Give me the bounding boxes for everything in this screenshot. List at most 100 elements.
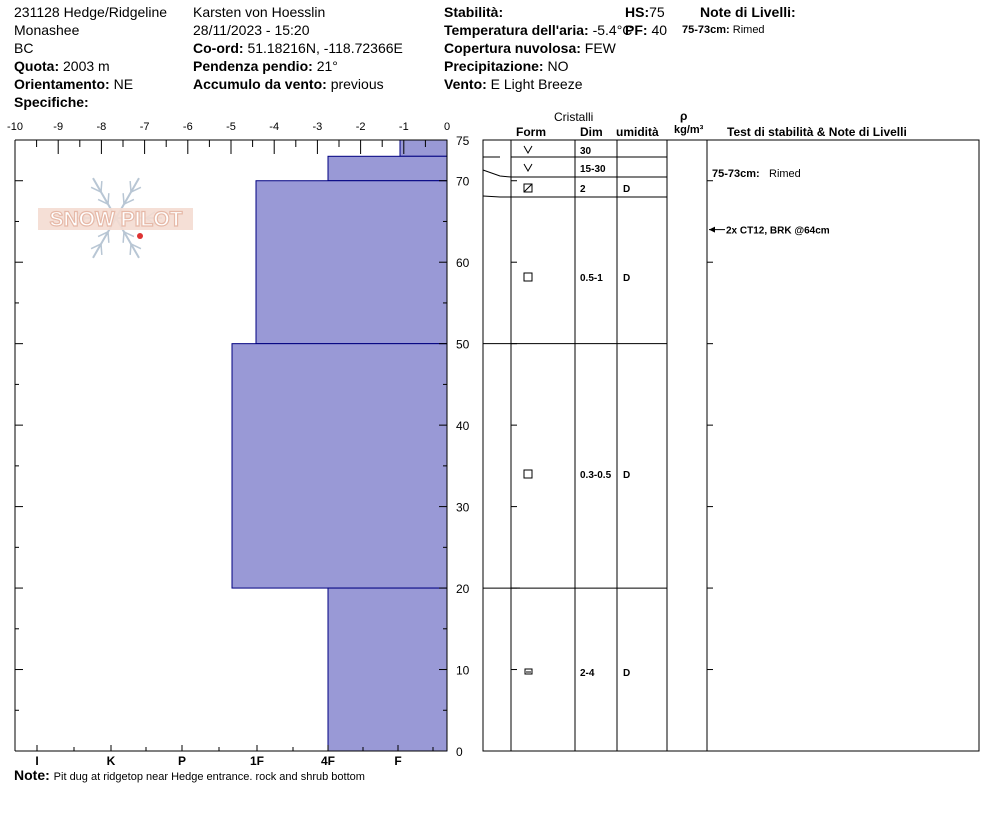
height-tick-label: 20 <box>456 582 470 596</box>
stability-label: Stabilità: <box>444 4 504 20</box>
crystal-row: 2-4 D <box>524 668 630 679</box>
crystal-humidity: D <box>623 273 630 284</box>
crystal-dim: 0.3-0.5 <box>580 470 612 481</box>
wind-row: Vento: E Light Breeze <box>444 75 583 93</box>
slope-value: 21° <box>316 58 338 74</box>
crystal-humidity: D <box>623 668 630 679</box>
pf-label: PF: <box>625 22 648 38</box>
hardness-bars <box>231 139 448 752</box>
stability-notes-header: Test di stabilità & Note di Livelli <box>727 125 907 139</box>
hs-row: HS:75 <box>625 3 665 21</box>
height-tick-label: 10 <box>456 664 470 678</box>
stability-test-label: 2x CT12, BRK @64cm <box>726 226 830 237</box>
aspect-label: Orientamento: <box>14 76 110 92</box>
crystal-row: 0.3-0.5 D <box>523 469 630 481</box>
height-tick-label: 50 <box>456 338 470 352</box>
crystals-header: Cristalli <box>554 110 594 124</box>
left-chart-frame: -10 -9 -8 -7 -6 -5 -4 -3 -2 -1 001020304050607075I… <box>7 121 470 768</box>
hardness-tick-label: K <box>107 754 116 768</box>
snowflake-branch <box>100 243 103 256</box>
hardness-tick-label: F <box>394 754 401 768</box>
aspect-value: NE <box>113 76 134 92</box>
height-tick-label: 30 <box>456 501 470 515</box>
v-icon <box>523 145 533 155</box>
crystal-humidity: D <box>623 184 630 195</box>
sky-label: Copertura nuvolosa: <box>444 40 581 56</box>
footer-note-text: Pit dug at ridgetop near Hedge entrance.… <box>53 771 365 783</box>
slope-row: Pendenza pendio: 21° <box>193 57 338 75</box>
hardness-tick-label: 1F <box>250 754 264 768</box>
precip-row: Precipitazione: NO <box>444 57 568 75</box>
wind-label: Vento: <box>444 76 487 92</box>
height-tick-label: 0 <box>456 745 463 759</box>
rounding-facet-icon-slash <box>523 183 533 193</box>
snowflake-branch <box>122 193 125 205</box>
hardness-bar-0 <box>399 139 448 157</box>
crystal-dim: 2-4 <box>580 668 595 679</box>
temp-tick-label: -8 <box>97 121 107 133</box>
logo-dot <box>137 233 143 239</box>
table-layer-note-text: Rimed <box>769 168 801 180</box>
observer-name: Karsten von Hoesslin <box>193 4 326 20</box>
hs-label: HS: <box>625 4 650 20</box>
height-tick-label: 60 <box>456 256 470 270</box>
connector-line <box>482 169 512 178</box>
depth-hoar-icon <box>524 668 533 675</box>
connector-line <box>482 195 511 198</box>
snowflake-branch <box>123 198 135 205</box>
temp-tick-label: -6 <box>183 121 193 133</box>
temp-tick-label: -3 <box>313 121 323 133</box>
crystal-row: 0.5-1 D <box>523 272 630 284</box>
logo-banner <box>38 208 193 230</box>
snowflake-branch <box>123 231 135 238</box>
air-temp-value: -5.4°C <box>592 22 633 38</box>
hardness-tick-label: 4F <box>321 754 335 768</box>
temp-tick-label: 0 <box>444 121 450 133</box>
crystal-row: 15-30 <box>523 163 606 175</box>
crystal-row: 30 <box>523 145 592 157</box>
temp-tick-label: -9 <box>53 121 63 133</box>
temp-tick-label: -4 <box>269 121 279 133</box>
snowpilot-logo: SNOW PILOT <box>38 177 193 259</box>
hardness-bar-4 <box>327 587 448 752</box>
layer-note-depth: 75-73cm: <box>682 24 730 36</box>
rho-header: ρ <box>680 109 688 123</box>
coord-label: Co-ord: <box>193 40 244 56</box>
temp-tick-label: -2 <box>356 121 366 133</box>
snowflake-branch <box>107 231 110 243</box>
region-name: BC <box>14 40 34 56</box>
snowflake-branch <box>97 231 109 238</box>
dim-header: Dim <box>580 125 603 139</box>
snowflake-branch <box>129 243 132 256</box>
snowflake-branch <box>90 186 102 193</box>
v-icon <box>523 163 533 173</box>
range-name: Monashee <box>14 22 80 38</box>
density-unit-header: kg/m³ <box>674 124 704 136</box>
hardness-bar-1 <box>327 155 448 182</box>
air-temp-row: Temperatura dell'aria: -5.4°C <box>444 21 632 39</box>
precip-label: Precipitazione: <box>444 58 544 74</box>
stability-test-arrowhead <box>709 226 715 233</box>
facet-icon <box>523 272 533 282</box>
hs-value: 75 <box>649 4 665 20</box>
crystal-humidity: D <box>623 470 630 481</box>
rounding-facet-icon <box>523 183 533 193</box>
wind-loading-label: Accumulo da vento: <box>193 76 327 92</box>
facet-icon <box>523 469 533 479</box>
layer-notes-label: Note di Livelli: <box>700 4 796 20</box>
hardness-tick-label: I <box>35 754 38 768</box>
elevation-label: Quota: <box>14 58 60 74</box>
pit-name: 231128 Hedge/Ridgeline <box>14 4 168 20</box>
elevation-value: 2003 m <box>63 58 110 74</box>
height-tick-label: 75 <box>456 134 470 148</box>
pf-value: 40 <box>651 22 668 38</box>
precip-value: NO <box>547 58 569 74</box>
snowflake-branch <box>130 243 142 250</box>
hardness-bar-3 <box>231 343 448 589</box>
snowflake-branch <box>130 186 142 193</box>
snowflake-branch <box>122 231 125 243</box>
coord-value: 51.18216N, -118.72366E <box>247 40 403 56</box>
